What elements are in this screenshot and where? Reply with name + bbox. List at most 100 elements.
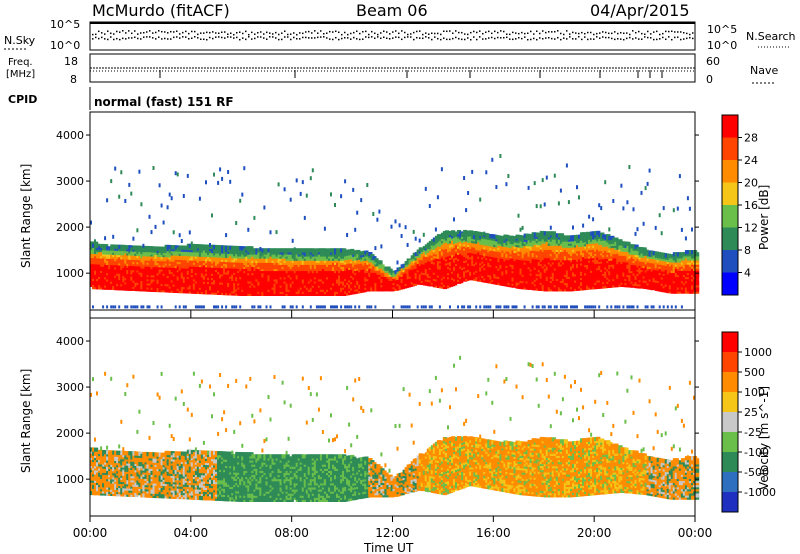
noise-point [554,30,556,33]
data-cell [178,247,183,252]
noise-point [155,38,157,40]
noise-point [650,37,652,39]
noise-point [473,30,475,33]
noise-point [236,32,238,34]
noise-point [476,31,478,34]
noise-point [428,37,430,39]
noise-point [206,31,208,34]
data-cell [440,167,443,172]
data-cell [96,243,101,248]
data-cell [217,180,220,185]
noise-point [389,33,391,35]
data-cell [269,305,272,309]
noise-point [635,31,637,34]
data-cell [148,214,151,219]
data-cell [269,230,272,235]
data-cell [202,305,205,309]
noise-point [356,38,358,40]
noise-point [173,36,175,39]
noise-point [572,31,574,34]
noise-point [242,32,244,35]
noise-point [536,30,538,33]
noise-point [134,30,136,32]
data-cell [118,194,121,199]
data-cell [128,182,131,187]
noise-point [329,38,331,40]
noise-point [461,31,463,34]
data-cell [90,241,95,246]
data-cell [420,305,423,309]
data-cell [114,305,117,309]
noise-point [401,30,403,32]
noise-point [290,33,292,35]
noise-point [533,37,535,40]
noise-point [524,36,526,38]
noise-point [125,38,127,40]
data-cell [253,305,256,309]
data-cell [110,305,113,309]
noise-point [128,37,130,39]
noise-point [572,38,574,40]
noise-point [689,33,691,36]
data-cell [467,305,470,309]
noise-point [686,32,688,35]
noise-point [164,37,166,40]
noise-point [191,30,193,33]
noise-point [362,30,364,33]
noise-point [254,33,256,35]
noise-panel: N.Sky 10^5 10^0 10^5 10^0 N.Search [4,18,796,52]
noise-point [608,36,610,39]
data-cell [368,305,371,309]
noise-point [500,37,502,39]
noise-point [203,32,205,34]
noise-point [638,38,640,40]
noise-point [323,32,325,35]
data-cell [124,305,127,309]
noise-point [398,36,400,39]
data-cell [396,260,399,265]
noise-point [251,38,253,40]
data-cell [348,305,351,309]
data-cell [118,251,123,256]
data-cell [350,305,353,309]
noise-point [584,36,586,38]
noise-point [401,38,403,41]
data-cell [376,217,379,222]
data-cell [408,305,411,309]
data-cell [340,305,343,309]
data-cell [390,224,393,229]
noise-point [209,31,211,34]
noise-point [104,38,106,40]
noise-point [362,38,364,40]
data-cell [166,205,169,210]
noise-point [410,36,412,38]
data-cell [491,157,494,162]
noise-point [185,30,187,33]
noise-point [416,30,418,33]
data-cell [449,305,451,309]
data-cell [198,305,201,309]
data-cell [160,203,163,208]
noise-point [434,32,436,35]
noise-point [608,32,610,35]
data-cell [402,305,405,309]
noise-point [554,38,556,40]
data-cell [138,169,141,174]
noise-point [338,38,340,41]
data-cell [275,230,278,235]
data-cell [229,179,232,184]
noise-point [455,30,457,32]
noise-point [446,30,448,33]
noise-point [131,37,133,39]
noise-point [245,38,247,41]
noise-point [299,38,301,40]
data-cell [394,219,397,224]
noise-point [221,36,223,39]
noise-point [614,31,616,33]
freq-tick-low: 8 [70,73,77,86]
data-cell [295,305,298,309]
noise-point [230,36,232,38]
noise-point [209,36,211,39]
noise-point [440,38,442,41]
data-cell [509,248,514,253]
